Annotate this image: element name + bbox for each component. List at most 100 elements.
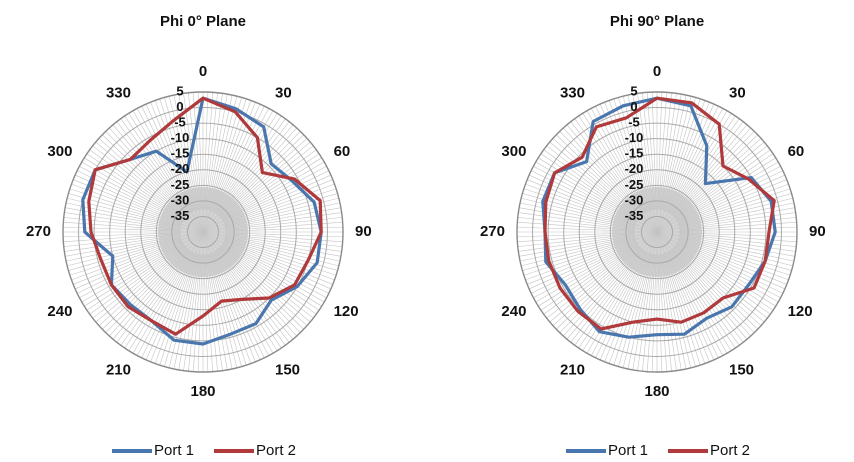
grid-ring: [140, 169, 266, 295]
spoke-line: [205, 254, 223, 371]
spoke-line: [224, 237, 339, 267]
spoke-line: [677, 179, 787, 224]
grid-ring: [625, 200, 689, 264]
spoke-line: [657, 92, 663, 210]
spoke-line: [211, 102, 256, 212]
angle-label: 90: [355, 223, 372, 240]
spoke-line: [574, 250, 645, 346]
spoke-line: [517, 232, 635, 238]
spoke-line: [667, 251, 723, 356]
angle-label: 270: [26, 223, 51, 240]
spoke-line: [86, 153, 185, 220]
spoke-line: [528, 174, 637, 224]
spoke-line: [517, 226, 635, 232]
spoke-line: [517, 233, 635, 243]
spoke-line: [128, 113, 192, 214]
spoke-line: [677, 170, 783, 223]
grid-ring: [155, 184, 251, 280]
spoke-line: [145, 103, 195, 212]
spoke-line: [679, 233, 797, 243]
angle-label: 330: [106, 84, 131, 101]
spoke-line: [223, 241, 329, 294]
radial-tick-label: -10: [171, 130, 190, 145]
spoke-line: [662, 253, 696, 367]
spoke-line: [679, 212, 796, 230]
spoke-line: [656, 183, 789, 233]
grid-ring: [171, 200, 235, 264]
spoke-line: [543, 244, 639, 315]
spoke-line: [540, 244, 639, 311]
grid-ring: [532, 107, 782, 357]
angle-label: 180: [190, 383, 215, 400]
spoke-line: [543, 149, 639, 220]
angle-label: 120: [788, 303, 813, 320]
legend-label-port-2: Port 2: [256, 442, 296, 459]
spoke-line: [222, 166, 327, 222]
spoke-line: [221, 244, 320, 311]
spoke-line: [205, 254, 218, 372]
spoke-line: [675, 243, 776, 307]
spoke-line: [63, 232, 181, 238]
spoke-line: [679, 234, 796, 252]
spoke-line: [217, 248, 297, 337]
spoke-line: [220, 245, 314, 319]
spoke-line: [566, 124, 658, 233]
spoke-line: [552, 138, 641, 218]
spoke-line: [586, 110, 658, 233]
spoke-line: [205, 93, 223, 210]
spoke-line: [202, 231, 252, 364]
angle-label: 30: [729, 84, 746, 101]
spoke-line: [71, 183, 204, 233]
angle-label: 150: [729, 362, 754, 379]
spoke-line: [672, 247, 755, 333]
spoke-line: [517, 221, 635, 231]
grid-ring: [594, 169, 720, 295]
spoke-line: [662, 253, 692, 368]
spoke-line: [192, 92, 202, 210]
spoke-line: [540, 153, 639, 220]
spoke-line: [124, 115, 191, 214]
spoke-line: [672, 131, 755, 217]
spoke-line: [224, 188, 337, 226]
spoke-line: [89, 244, 185, 315]
legend-label-port-2: Port 2: [710, 442, 750, 459]
spoke-line: [637, 254, 655, 371]
angle-label: 270: [480, 223, 505, 240]
angle-label: 60: [788, 143, 805, 160]
spoke-line: [68, 193, 182, 227]
spoke-line: [675, 149, 771, 220]
spoke-line: [677, 241, 783, 294]
spoke-line: [183, 254, 201, 371]
spoke-line: [528, 240, 637, 290]
spoke-line: [608, 231, 658, 364]
chart-title: Phi 90° Plane: [610, 13, 704, 30]
spoke-line: [566, 231, 658, 340]
radial-tick-label: -15: [171, 146, 190, 161]
spoke-line: [556, 247, 642, 330]
spoke-line: [79, 242, 184, 298]
spoke-line: [203, 92, 209, 210]
spoke-line: [665, 252, 715, 361]
grid-ring: [547, 122, 767, 342]
radial-tick-label: -20: [171, 161, 190, 176]
spoke-line: [225, 221, 343, 231]
spoke-line: [69, 188, 182, 226]
spoke-line: [202, 161, 325, 233]
spoke-line: [202, 141, 311, 233]
spoke-line: [68, 237, 182, 271]
spoke-line: [658, 92, 668, 210]
spoke-line: [219, 138, 308, 218]
spoke-line: [211, 103, 261, 212]
spoke-line: [657, 254, 663, 372]
spoke-line: [665, 103, 715, 212]
spoke-line: [613, 253, 651, 366]
spoke-line: [518, 234, 635, 252]
angle-label: 0: [653, 63, 661, 80]
spoke-line: [120, 118, 191, 214]
spoke-line: [666, 252, 719, 358]
angle-label: 240: [501, 303, 526, 320]
spoke-line: [208, 97, 242, 211]
radial-tick-label: -30: [171, 192, 190, 207]
spoke-line: [591, 251, 647, 356]
spoke-line: [116, 249, 190, 343]
